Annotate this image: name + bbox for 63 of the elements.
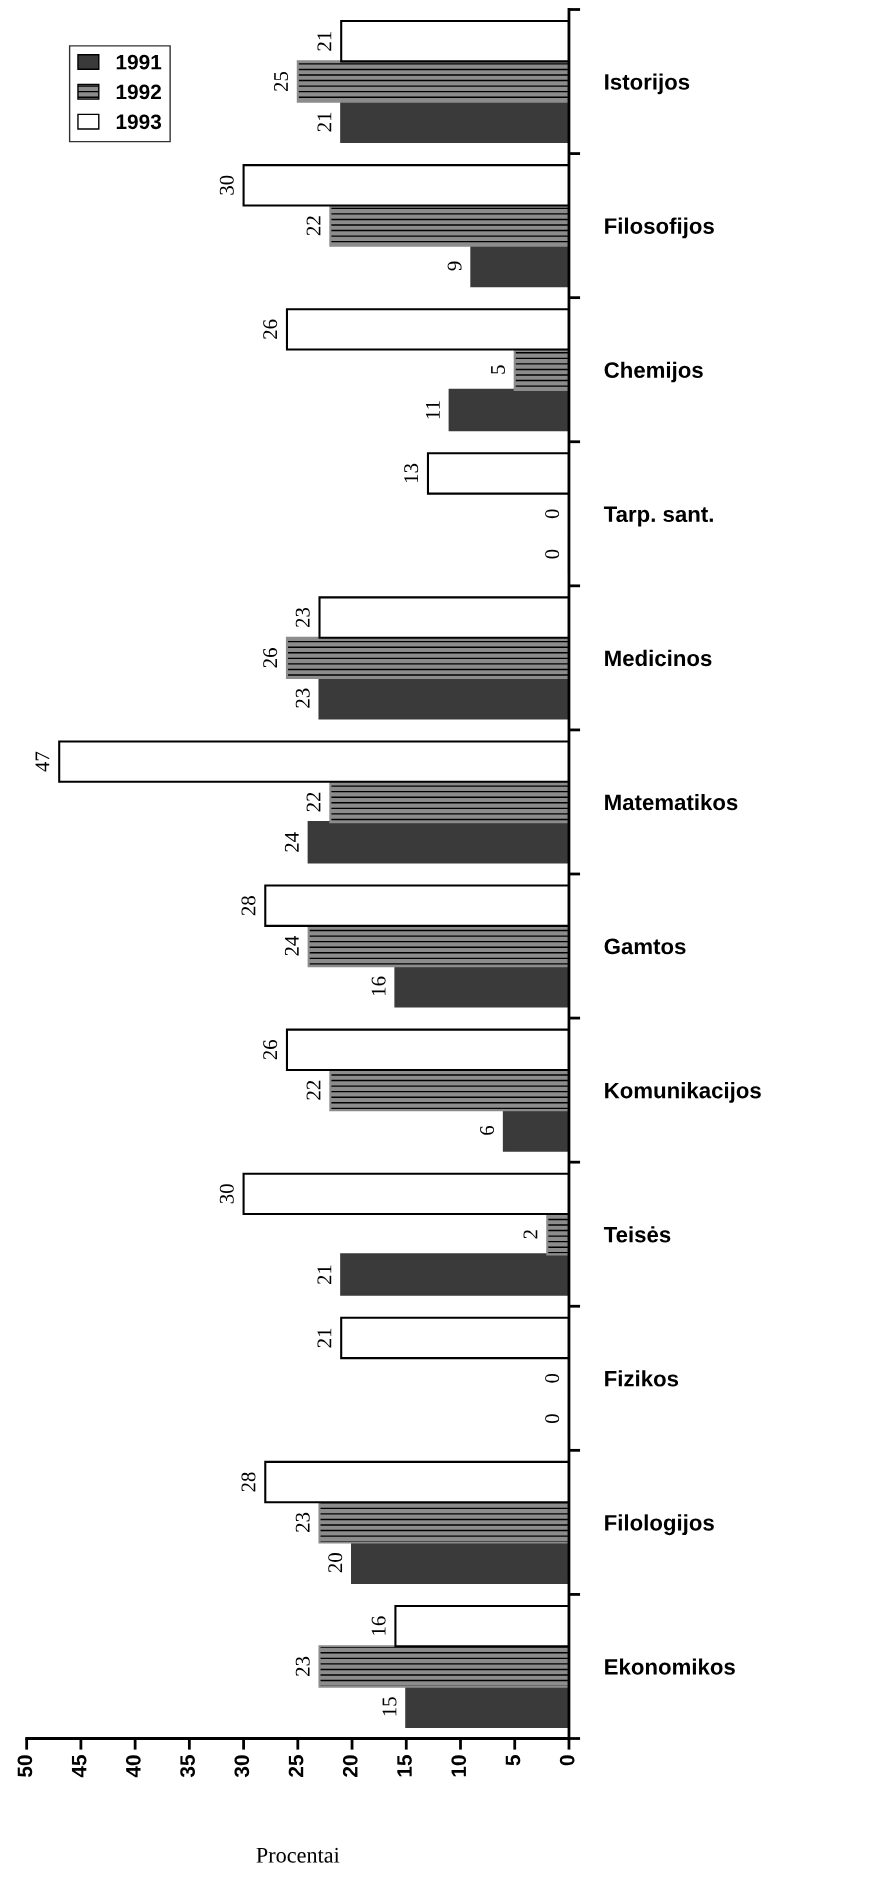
y-tick-label: Gamtos	[604, 938, 686, 955]
y-tick-label: Chemijos	[604, 361, 703, 383]
data-label: 23	[295, 1656, 310, 1676]
legend-label: 1992	[116, 84, 161, 100]
x-tick-label: 10	[451, 1755, 467, 1777]
data-label: 13	[404, 463, 419, 483]
y-tick-label: Istorijos	[605, 73, 690, 95]
data-label: 28	[241, 896, 256, 916]
data-label: 26	[263, 1039, 278, 1060]
data-label: 21	[317, 112, 332, 132]
data-label: 0	[545, 1373, 560, 1383]
data-label: 22	[306, 792, 321, 812]
x-tick-label: 30	[234, 1755, 250, 1778]
x-tick-label: 50	[17, 1755, 33, 1777]
data-label: 16	[371, 976, 386, 995]
data-label: 22	[306, 216, 321, 236]
data-label: 20	[328, 1553, 343, 1573]
y-tick-label: Filologijos	[605, 1514, 714, 1536]
data-label: 24	[284, 935, 299, 956]
y-tick-label: Ekonomikos	[605, 1658, 735, 1675]
data-label: 47	[35, 751, 50, 772]
x-tick-label: 20	[342, 1755, 358, 1777]
data-label: 23	[295, 688, 310, 708]
x-tick-label: 45	[71, 1755, 87, 1778]
data-label: 15	[382, 1697, 397, 1716]
data-label: 22	[306, 1080, 321, 1100]
x-tick-label: 35	[180, 1755, 195, 1778]
data-label: 30	[219, 175, 234, 195]
data-label: 5	[491, 365, 505, 374]
data-label: 26	[263, 319, 278, 339]
y-tick-label: Tarp. sant.	[603, 506, 713, 527]
data-label: 24	[284, 832, 299, 852]
data-label: 23	[295, 1512, 310, 1532]
legend-label: 1993	[116, 114, 162, 130]
x-tick-label: 40	[125, 1755, 141, 1778]
y-tick-label: Teisės	[603, 1226, 671, 1243]
data-label: 11	[425, 401, 440, 419]
data-label: 30	[219, 1184, 234, 1204]
y-tick-label: Matematikos	[605, 793, 738, 811]
data-label: 21	[317, 32, 332, 51]
data-label: 9	[447, 261, 462, 271]
data-label: 2	[523, 1230, 538, 1239]
data-label: 21	[317, 1265, 332, 1285]
data-label: 0	[545, 509, 560, 519]
x-tick-label: 15	[397, 1755, 412, 1777]
y-tick-label: Filosofijos	[605, 217, 714, 239]
data-label: 25	[274, 71, 289, 92]
data-label: 16	[371, 1616, 386, 1635]
data-label: 6	[480, 1125, 495, 1135]
y-tick-label: Komunikacijos	[605, 1082, 761, 1103]
data-label: 0	[545, 549, 560, 559]
data-label: 23	[295, 607, 310, 628]
data-label: 28	[241, 1472, 256, 1492]
legend-label: 1991	[116, 54, 162, 70]
data-label: 0	[545, 1414, 560, 1424]
y-tick-label: Fizikos	[605, 1370, 679, 1387]
y-tick-label: Medicinos	[605, 649, 712, 667]
data-label: 21	[317, 1328, 332, 1348]
x-tick-label: 0	[559, 1755, 575, 1766]
x-axis-title: Procentai	[256, 1847, 340, 1863]
x-tick-label: 25	[288, 1755, 304, 1777]
x-tick-label: 5	[505, 1755, 521, 1766]
data-label: 26	[263, 648, 278, 668]
